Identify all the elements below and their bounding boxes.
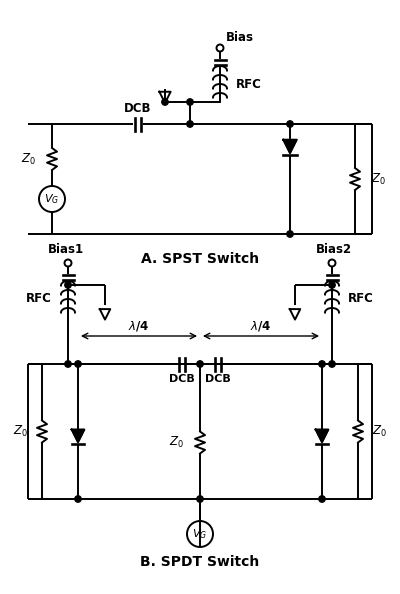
Circle shape	[319, 496, 325, 502]
Circle shape	[287, 121, 293, 127]
Text: $\lambda$/4: $\lambda$/4	[250, 319, 272, 333]
Text: RFC: RFC	[26, 292, 52, 305]
Text: $Z_0$: $Z_0$	[21, 151, 36, 166]
Text: $\lambda$/4: $\lambda$/4	[128, 319, 150, 333]
Circle shape	[197, 361, 203, 367]
Text: RFC: RFC	[236, 77, 262, 90]
Circle shape	[162, 99, 168, 105]
Text: DCB: DCB	[205, 374, 231, 384]
Circle shape	[187, 99, 193, 105]
Polygon shape	[316, 429, 328, 443]
Text: Bias: Bias	[226, 31, 254, 44]
Circle shape	[319, 361, 325, 367]
Circle shape	[197, 496, 203, 502]
Text: Bias1: Bias1	[48, 243, 84, 256]
Text: A. SPST Switch: A. SPST Switch	[141, 252, 259, 266]
Circle shape	[187, 121, 193, 127]
Circle shape	[75, 496, 81, 502]
Text: $Z_0$: $Z_0$	[372, 424, 387, 439]
Text: $Z_0$: $Z_0$	[169, 435, 184, 450]
Polygon shape	[283, 140, 297, 153]
Text: $V_G$: $V_G$	[44, 192, 60, 206]
Text: $Z_0$: $Z_0$	[371, 172, 386, 187]
Circle shape	[329, 361, 335, 367]
Circle shape	[65, 282, 71, 288]
Circle shape	[329, 282, 335, 288]
Text: Bias2: Bias2	[316, 243, 352, 256]
Text: B. SPDT Switch: B. SPDT Switch	[140, 555, 260, 569]
Text: $Z_0$: $Z_0$	[13, 424, 28, 439]
Text: RFC: RFC	[348, 292, 374, 305]
Text: DCB: DCB	[169, 374, 195, 384]
Polygon shape	[72, 429, 84, 443]
Circle shape	[287, 231, 293, 237]
Text: DCB: DCB	[124, 102, 152, 115]
Circle shape	[75, 361, 81, 367]
Circle shape	[65, 361, 71, 367]
Text: $V_G$: $V_G$	[192, 527, 208, 541]
